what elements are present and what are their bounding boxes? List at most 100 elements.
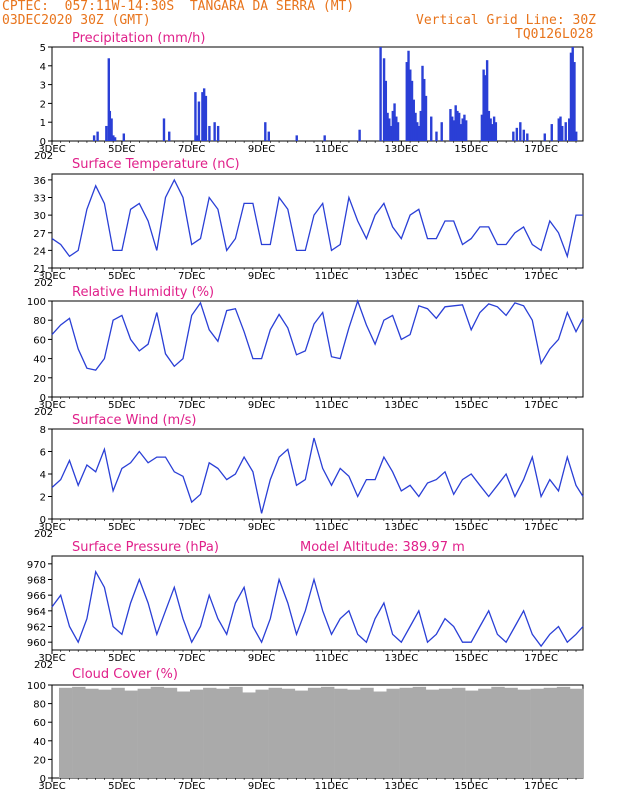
- precip-bar: [168, 131, 171, 141]
- precip-bar: [208, 125, 211, 141]
- precip-bar: [568, 118, 571, 141]
- cloud-bar: [176, 691, 191, 778]
- x-tick-label: 9DEC: [248, 400, 275, 411]
- y-tick-label: 60: [33, 718, 46, 729]
- precip-bar: [216, 125, 220, 141]
- precip-bar: [204, 95, 208, 141]
- cloud-bar: [425, 689, 440, 778]
- x-tick-label: 17DEC: [524, 522, 558, 533]
- cloud-bar: [530, 688, 544, 778]
- precip-bar: [414, 112, 417, 141]
- cloud-bar: [98, 689, 112, 778]
- y-tick-label: 36: [33, 176, 46, 187]
- x-tick-label: 3DEC: [38, 781, 65, 792]
- panel-4: Surface Wind (m/s) 0 2 4 6 8 3DEC 5DEC 7DEC 9DEC 1…: [34, 413, 584, 540]
- precip-bar: [194, 92, 197, 141]
- x-tick-label: 15DEC: [454, 781, 488, 792]
- precip-bar: [107, 58, 110, 141]
- y-tick-label: 0: [40, 515, 46, 526]
- cloud-bar: [58, 687, 73, 778]
- precip-bar: [526, 133, 529, 141]
- x-tick-label: 17DEC: [524, 653, 558, 664]
- panel-title: Surface Wind (m/s): [72, 413, 196, 428]
- precip-bar: [423, 78, 426, 141]
- cloud-bar: [320, 686, 335, 778]
- precip-bar: [162, 118, 166, 141]
- x-tick-label: 9DEC: [248, 271, 275, 282]
- y-tick-label: 8: [40, 425, 46, 436]
- cloud-bar: [124, 690, 138, 778]
- x-tick-label: 13DEC: [384, 271, 418, 282]
- precip-bar: [573, 62, 576, 141]
- precip-bar: [464, 120, 468, 141]
- precip-bar: [393, 103, 396, 141]
- precip-bar: [405, 62, 408, 141]
- x-tick-label: 9DEC: [248, 781, 275, 792]
- precip-bar: [450, 116, 454, 141]
- cloud-bar: [216, 688, 230, 778]
- precip-bar: [564, 122, 567, 141]
- cloud-bar: [85, 688, 99, 778]
- cloud-bar: [307, 687, 322, 778]
- x-tick-label: 13DEC: [384, 144, 418, 155]
- cloud-bar: [242, 692, 256, 778]
- x-tick-label: 13DEC: [384, 781, 418, 792]
- panel-1: Precipitation (mm/h) 0 1 2 3 4 5 3DEC 5DEC 7DEC 9D…: [34, 31, 584, 162]
- x-tick-label: 15DEC: [454, 653, 488, 664]
- y-tick-label: 33: [33, 194, 46, 205]
- precip-bar: [195, 135, 199, 141]
- x-tick-label: 7DEC: [178, 522, 205, 533]
- y-tick-label: 30: [33, 211, 46, 222]
- x-tick-label: 13DEC: [384, 522, 418, 533]
- precip-bar: [396, 122, 400, 141]
- cloud-bar: [399, 687, 413, 778]
- cloud-bar: [268, 687, 282, 778]
- year-label: 202: [34, 660, 53, 671]
- precip-bar: [419, 110, 422, 141]
- panel-subtitle: Model Altitude: 389.97 m: [300, 540, 465, 555]
- y-tick-label: 2: [40, 493, 46, 504]
- y-tick-label: 970: [27, 560, 46, 571]
- precip-bar: [384, 80, 388, 141]
- cloud-bar: [334, 688, 348, 778]
- precip-bar: [264, 122, 267, 141]
- cloud-bar: [412, 686, 427, 778]
- precip-bar: [543, 133, 546, 141]
- precip-bar: [494, 122, 498, 141]
- y-tick-label: 6: [40, 448, 46, 459]
- precip-bar: [435, 131, 438, 141]
- cloud-bar: [111, 687, 125, 778]
- x-tick-label: 5DEC: [108, 271, 135, 282]
- precip-bar: [295, 135, 298, 141]
- y-tick-label: 964: [27, 607, 46, 618]
- precip-bar: [197, 101, 201, 141]
- y-tick-label: 40: [33, 737, 46, 748]
- y-tick-label: 4: [40, 62, 46, 73]
- panel-title: Surface Temperature (nC): [72, 157, 240, 172]
- x-tick-label: 5DEC: [108, 653, 135, 664]
- cloud-bar: [491, 686, 505, 778]
- x-tick-label: 17DEC: [524, 781, 558, 792]
- header-date: 03DEC2020 30Z (GMT): [2, 13, 151, 28]
- cloud-bar: [504, 687, 518, 778]
- cloud-bar: [347, 689, 361, 778]
- panel-3: Relative Humidity (%) 0 20 40 60 80 100 3DEC 5DE…: [27, 285, 584, 418]
- precip-bar: [267, 131, 270, 141]
- cloud-bar: [281, 688, 296, 778]
- x-tick-label: 3DEC: [38, 522, 65, 533]
- y-tick-label: 100: [27, 297, 46, 308]
- x-tick-label: 11DEC: [315, 144, 349, 155]
- cloud-bar: [163, 687, 178, 778]
- x-tick-label: 11DEC: [315, 522, 349, 533]
- y-tick-label: 80: [33, 700, 46, 711]
- x-tick-label: 11DEC: [315, 271, 349, 282]
- header-model-code: TQ0126L028: [515, 27, 594, 42]
- precip-bar: [559, 116, 562, 141]
- x-tick-label: 9DEC: [248, 144, 275, 155]
- x-tick-label: 5DEC: [108, 781, 135, 792]
- panel-title: Precipitation (mm/h): [72, 31, 205, 46]
- year-label: 202: [34, 407, 53, 418]
- y-tick-label: 0: [40, 393, 46, 404]
- cloud-bar: [478, 688, 492, 778]
